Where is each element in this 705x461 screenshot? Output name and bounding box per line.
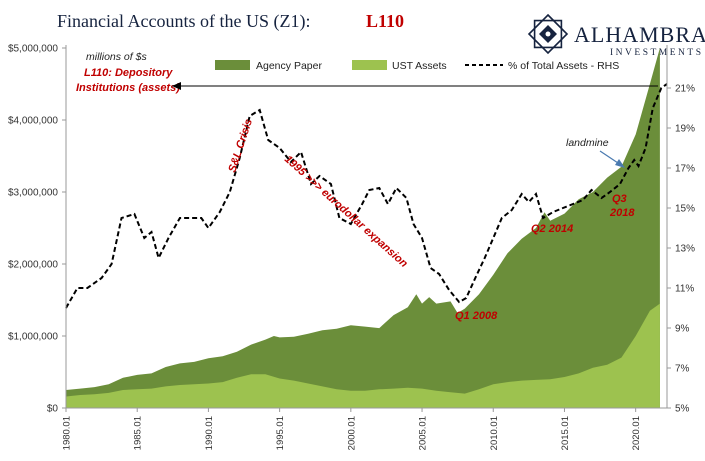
y2-tick-label: 7%	[675, 364, 690, 375]
legend: Agency Paper UST Assets % of Total Asset…	[215, 60, 619, 72]
y2-tick-label: 5%	[675, 404, 690, 415]
latest-value-arrow	[172, 82, 658, 90]
area-layer	[66, 48, 660, 408]
y-tick-label: $3,000,000	[8, 188, 58, 199]
annotation-q3: Q3	[612, 193, 627, 205]
area-agency-paper	[66, 48, 660, 408]
line-layer	[65, 83, 668, 309]
legend-label-pct: % of Total Assets - RHS	[508, 60, 619, 72]
y-tick-label: $1,000,000	[8, 332, 58, 343]
y2-tick-label: 15%	[675, 204, 695, 215]
logo-name: ALHAMBRA	[574, 22, 705, 47]
annotation-snl: S&L Crisis	[226, 117, 255, 173]
logo: ALHAMBRA INVESTMENTS	[527, 13, 705, 58]
line-pct-total-assets	[65, 83, 668, 309]
tick-layer: $0 $1,000,000 $2,000,000 $3,000,000 $4,000,0…	[8, 44, 695, 451]
annotation-q2-2014: Q2 2014	[531, 223, 573, 235]
annotation-q1-2008: Q1 2008	[455, 310, 498, 322]
chart-title: Financial Accounts of the US (Z1):	[57, 11, 310, 32]
y2-tick-label: 21%	[675, 84, 695, 95]
x-tick-label: 1990.01	[204, 416, 215, 450]
legend-label-agency: Agency Paper	[256, 60, 322, 72]
landmine-arrow	[599, 150, 625, 168]
area-ust-assets	[66, 303, 660, 408]
x-tick-label: 2020.01	[631, 416, 642, 450]
x-tick-label: 1980.01	[62, 416, 73, 450]
x-tick-label: 1995.01	[275, 416, 286, 450]
chart-title-code: L110	[366, 11, 404, 31]
y-tick-label: $2,000,000	[8, 260, 58, 271]
series-label-line2: Institutions (assets)	[76, 82, 180, 94]
units-label: millions of $s	[86, 51, 147, 63]
logo-subtitle: INVESTMENTS	[610, 48, 703, 58]
y2-tick-label: 13%	[675, 244, 695, 255]
series-label-line1: L110: Depository	[84, 67, 173, 79]
x-tick-label: 2015.01	[560, 416, 571, 450]
x-tick-label: 2005.01	[418, 416, 429, 450]
legend-swatch-agency	[215, 60, 250, 70]
y2-tick-label: 19%	[675, 124, 695, 135]
y-tick-label: $5,000,000	[8, 44, 58, 55]
alhambra-star-icon	[527, 13, 569, 55]
x-tick-label: 2010.01	[489, 416, 500, 450]
legend-swatch-ust	[352, 60, 387, 70]
x-tick-label: 1985.01	[133, 416, 144, 450]
y2-tick-label: 17%	[675, 164, 695, 175]
y-tick-label: $4,000,000	[8, 116, 58, 127]
y-tick-label: $0	[47, 404, 59, 415]
y2-tick-label: 9%	[675, 324, 690, 335]
legend-label-ust: UST Assets	[392, 60, 447, 72]
y2-tick-label: 11%	[675, 284, 694, 295]
annotation-landmine: landmine	[566, 137, 609, 149]
annotation-2018: 2018	[609, 207, 635, 219]
annotation-eurodollar: 1995 >>> eurodollar expansion	[282, 153, 410, 270]
x-tick-label: 2000.01	[346, 416, 357, 450]
